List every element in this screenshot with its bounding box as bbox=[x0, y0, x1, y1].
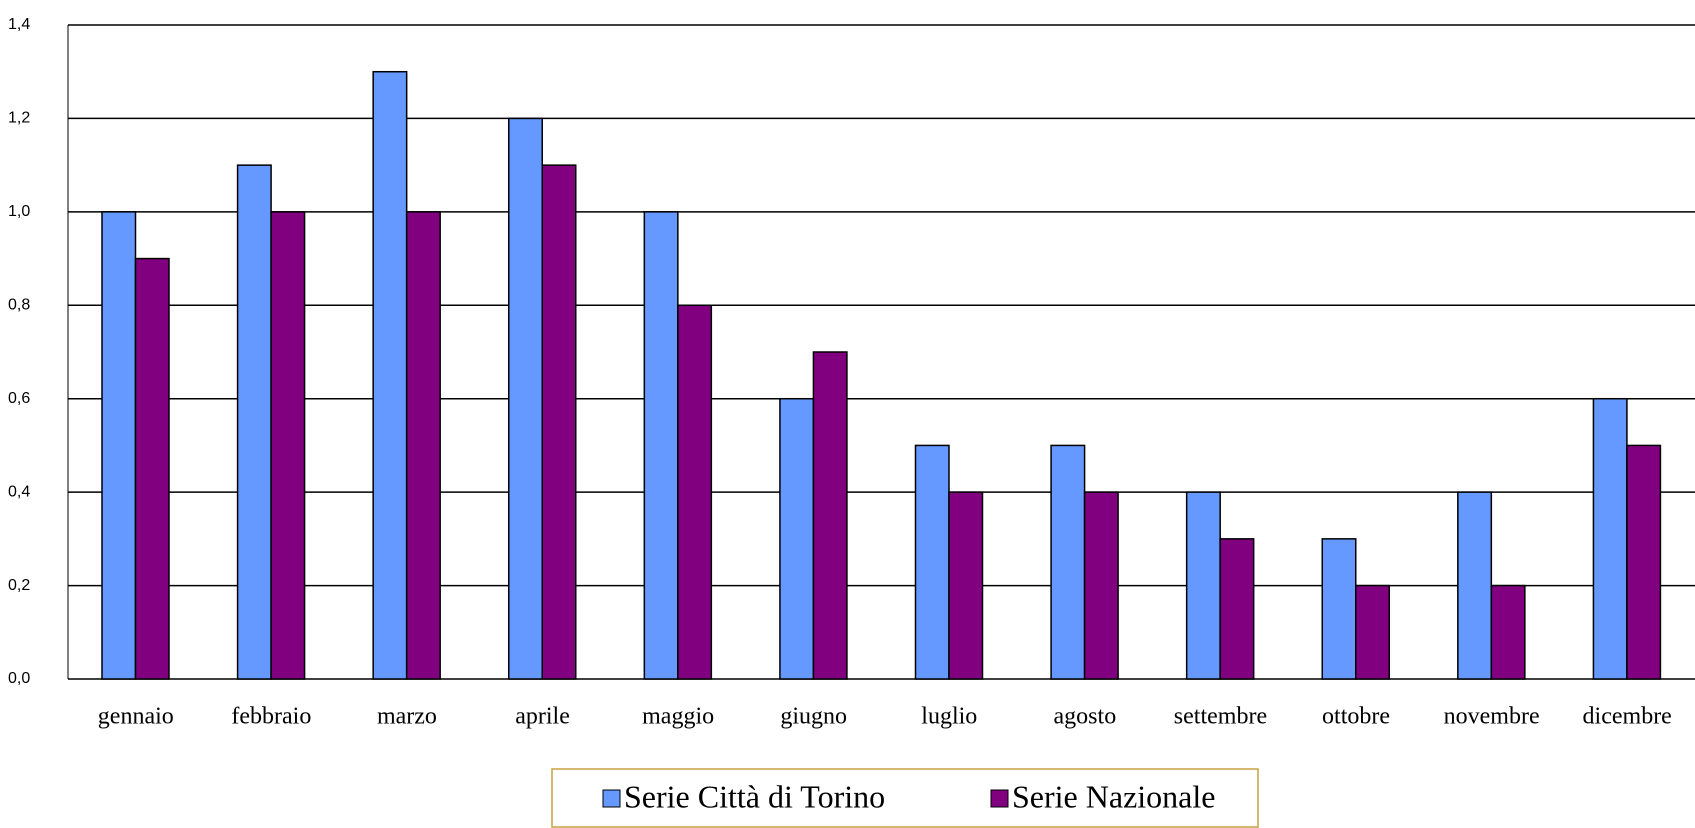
legend-label: Serie Nazionale bbox=[1012, 778, 1215, 814]
y-tick-label: 0,4 bbox=[8, 483, 30, 500]
bar bbox=[405, 211, 441, 680]
legend-box bbox=[551, 768, 1259, 828]
legend-swatch bbox=[990, 789, 1009, 808]
x-tick-label: agosto bbox=[1054, 704, 1117, 730]
y-tick-label: 0,0 bbox=[8, 670, 30, 687]
bar bbox=[1355, 584, 1390, 680]
bar bbox=[914, 444, 950, 680]
bar bbox=[1592, 397, 1628, 680]
bar bbox=[1050, 444, 1086, 680]
bar bbox=[1626, 444, 1662, 680]
bar bbox=[1321, 538, 1357, 680]
legend-label: Serie Città di Torino bbox=[624, 778, 885, 814]
bar bbox=[812, 351, 848, 680]
bar bbox=[134, 257, 170, 680]
x-tick-label: luglio bbox=[921, 704, 977, 730]
bar bbox=[779, 397, 815, 680]
x-tick-label: aprile bbox=[515, 704, 570, 730]
x-tick-label: settembre bbox=[1174, 704, 1267, 730]
y-tick-label: 0,2 bbox=[8, 577, 30, 594]
x-tick-label: novembre bbox=[1444, 704, 1540, 730]
y-tick-label: 1,4 bbox=[8, 16, 30, 33]
bar bbox=[541, 164, 577, 680]
x-tick-label: gennaio bbox=[98, 704, 174, 730]
bar bbox=[236, 164, 272, 680]
bar bbox=[677, 304, 713, 680]
bar bbox=[270, 211, 306, 680]
y-tick-label: 0,6 bbox=[8, 390, 30, 407]
y-tick-label: 1,0 bbox=[8, 203, 30, 220]
bar bbox=[372, 70, 408, 680]
bar bbox=[1083, 491, 1119, 680]
bar bbox=[948, 491, 984, 680]
bar bbox=[1185, 491, 1221, 680]
x-tick-label: febbraio bbox=[231, 704, 311, 730]
y-tick-label: 0,8 bbox=[8, 297, 30, 314]
x-tick-label: marzo bbox=[377, 704, 437, 730]
bar bbox=[508, 117, 543, 680]
bar bbox=[643, 211, 679, 680]
x-tick-label: ottobre bbox=[1322, 704, 1390, 730]
bar bbox=[101, 211, 137, 680]
x-tick-label: giugno bbox=[780, 704, 847, 730]
y-tick-label: 1,2 bbox=[8, 110, 30, 127]
x-tick-label: dicembre bbox=[1583, 704, 1672, 730]
bar bbox=[1219, 538, 1255, 680]
x-tick-label: maggio bbox=[642, 704, 714, 730]
bar bbox=[1457, 491, 1493, 680]
legend-swatch bbox=[602, 789, 621, 808]
bar bbox=[1490, 584, 1526, 680]
